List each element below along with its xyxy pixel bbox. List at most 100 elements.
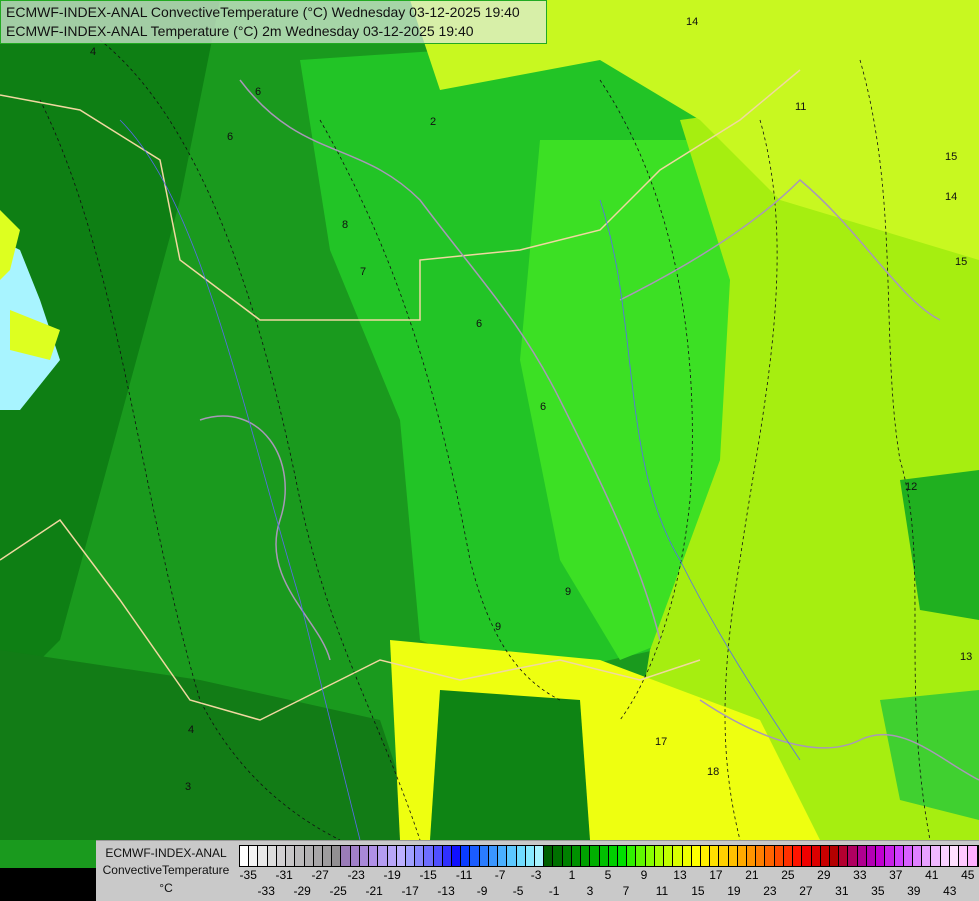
legend-color-box xyxy=(922,846,932,866)
legend-tick-label: 35 xyxy=(871,884,885,898)
rivers xyxy=(119,119,801,841)
contour-label: 13 xyxy=(960,651,972,663)
contour-label: 9 xyxy=(495,621,501,633)
legend-tick-labels: -35 -33 -31 -29 -27 -25 -23 -21 -19 -17 -15 -13 -11-… xyxy=(239,866,979,900)
legend-color-box xyxy=(433,846,443,866)
legend-tick-label: 23 xyxy=(763,884,777,898)
legend-color-box xyxy=(627,846,637,866)
yellow-patch-west xyxy=(0,210,60,360)
legend-tick-label: 33 xyxy=(853,868,867,882)
legend-color-box xyxy=(507,846,517,866)
legend-tick-label: 21 xyxy=(745,868,759,882)
legend-color-box xyxy=(830,846,840,866)
legend-color-box xyxy=(654,846,665,866)
legend-color-box xyxy=(747,846,757,866)
legend-color-box xyxy=(590,846,600,866)
legend-color-box xyxy=(912,846,923,866)
legend-tick-label: -3 xyxy=(530,868,542,882)
legend-tick-label: 41 xyxy=(925,868,939,882)
dark-green-region-southwest xyxy=(0,650,420,840)
legend-color-box xyxy=(240,846,250,866)
legend-color-box xyxy=(415,846,425,866)
legend-color-box xyxy=(894,846,904,866)
legend-color-box xyxy=(479,846,489,866)
legend-tick-label: 25 xyxy=(781,868,795,882)
legend-color-box xyxy=(940,846,950,866)
legend-color-box xyxy=(664,846,674,866)
contour-label: 15 xyxy=(955,256,967,268)
legend-color-box xyxy=(562,846,572,866)
legend-color-box xyxy=(396,846,406,866)
legend-color-box xyxy=(820,846,830,866)
legend-tick-label: -1 xyxy=(548,884,560,898)
legend-color-box xyxy=(322,846,333,866)
legend-color-box xyxy=(332,846,342,866)
legend-color-box xyxy=(719,846,729,866)
legend-color-box xyxy=(783,846,794,866)
contour-label: 6 xyxy=(255,86,261,98)
legend-color-box xyxy=(387,846,397,866)
legend-color-box xyxy=(959,846,969,866)
legend-color-box xyxy=(876,846,886,866)
legend-color-box xyxy=(949,846,960,866)
contour-label: 17 xyxy=(655,736,667,748)
legend-color-box xyxy=(636,846,646,866)
contour-label: 12 xyxy=(905,481,917,493)
legend-color-box xyxy=(968,846,978,866)
legend-unit: °C xyxy=(159,881,173,895)
map-title-box: ECMWF-INDEX-ANAL ConvectiveTemperature (… xyxy=(0,0,547,44)
legend-color-box xyxy=(700,846,711,866)
legend-color-box xyxy=(931,846,941,866)
yellow-green-region-northeast xyxy=(410,0,979,260)
legend-color-box xyxy=(682,846,692,866)
legend-tick-label: 13 xyxy=(673,868,687,882)
legend-tick-label: -21 xyxy=(365,884,383,898)
legend-color-box xyxy=(691,846,701,866)
contour-label: 14 xyxy=(686,16,698,28)
legend-tick-label: 43 xyxy=(943,884,957,898)
legend-tick-label: -33 xyxy=(257,884,275,898)
legend-color-box xyxy=(673,846,683,866)
legend-color-box xyxy=(295,846,305,866)
contour-labels: 14 6 2 8 7 6 6 11 15 14 15 12 13 17 18 9 4 3 6 9 4 xyxy=(90,16,972,793)
title-convective-temperature: ECMWF-INDEX-ANAL ConvectiveTemperature (… xyxy=(6,4,520,20)
legend-color-box xyxy=(424,846,434,866)
legend-color-box xyxy=(304,846,314,866)
legend-color-box xyxy=(313,846,323,866)
legend-color-box xyxy=(553,846,563,866)
legend-color-box xyxy=(350,846,360,866)
legend-color-box xyxy=(535,846,545,866)
legend-color-box xyxy=(452,846,462,866)
legend-tick-label: 5 xyxy=(604,868,612,882)
legend-color-box xyxy=(774,846,784,866)
legend-color-box xyxy=(802,846,812,866)
legend-color-box xyxy=(866,846,877,866)
dark-green-region-west xyxy=(0,0,220,700)
legend-tick-label: -15 xyxy=(419,868,437,882)
legend-tick-label: 27 xyxy=(799,884,813,898)
legend-color-box xyxy=(405,846,416,866)
dark-patch-south xyxy=(430,690,590,840)
legend-color-box xyxy=(488,846,499,866)
legend-color-box xyxy=(581,846,591,866)
legend-color-box xyxy=(378,846,388,866)
contour-lines xyxy=(39,39,931,841)
legend-tick-label: 15 xyxy=(691,884,705,898)
legend-color-box xyxy=(903,846,913,866)
legend-tick-label: -7 xyxy=(494,868,506,882)
legend-tick-label: 37 xyxy=(889,868,903,882)
contour-label: 4 xyxy=(90,46,96,58)
legend-tick-label: -9 xyxy=(476,884,488,898)
legend-tick-label: 1 xyxy=(568,868,576,882)
color-legend: ECMWF-INDEX-ANAL ConvectiveTemperature °… xyxy=(96,840,979,901)
legend-color-box xyxy=(756,846,766,866)
legend-color-box xyxy=(442,846,453,866)
legend-color-box xyxy=(258,846,268,866)
legend-tick-label: 31 xyxy=(835,884,849,898)
legend-color-box xyxy=(765,846,775,866)
legend-color-box xyxy=(544,846,554,866)
legend-tick-label: 29 xyxy=(817,868,831,882)
legend-color-box xyxy=(737,846,748,866)
legend-color-box xyxy=(498,846,508,866)
contour-label: 4 xyxy=(188,724,194,736)
